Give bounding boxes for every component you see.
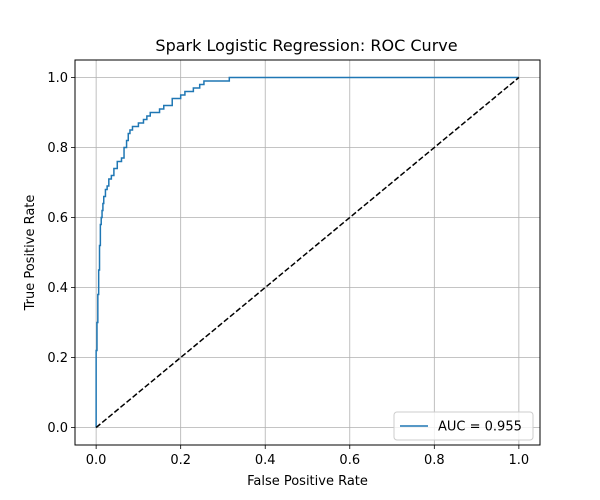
x-tick-label: 0.8 — [424, 453, 445, 468]
grid — [75, 60, 540, 445]
x-tick-label: 0.2 — [170, 453, 191, 468]
y-tick-label: 0.0 — [47, 421, 68, 436]
y-tick-label: 0.6 — [47, 211, 68, 226]
plot-frame — [74, 59, 541, 446]
chart-title: Spark Logistic Regression: ROC Curve — [155, 36, 457, 55]
x-axis-label: False Positive Rate — [247, 474, 368, 489]
legend-box — [393, 411, 534, 441]
chance-diagonal-line — [95, 76, 520, 429]
x-tick-label: 0.4 — [255, 453, 276, 468]
legend: AUC = 0.955 — [393, 411, 534, 441]
legend-label: AUC = 0.955 — [438, 420, 522, 435]
y-tick-label: 1.0 — [47, 71, 68, 86]
x-tick-label: 0.0 — [86, 453, 107, 468]
axis-ticks: 0.0 0.2 0.4 0.6 0.8 1.0 0.0 0.2 0.4 0.6 0.8 1.0 — [47, 71, 529, 468]
y-tick-label: 0.2 — [47, 351, 68, 366]
roc-curve-line — [95, 76, 519, 428]
y-tick-label: 0.8 — [47, 141, 68, 156]
plot-lines — [95, 76, 520, 429]
y-axis-label: True Positive Rate — [23, 195, 38, 312]
y-tick-label: 0.4 — [47, 281, 68, 296]
x-tick-label: 1.0 — [509, 453, 530, 468]
x-tick-label: 0.6 — [339, 453, 360, 468]
